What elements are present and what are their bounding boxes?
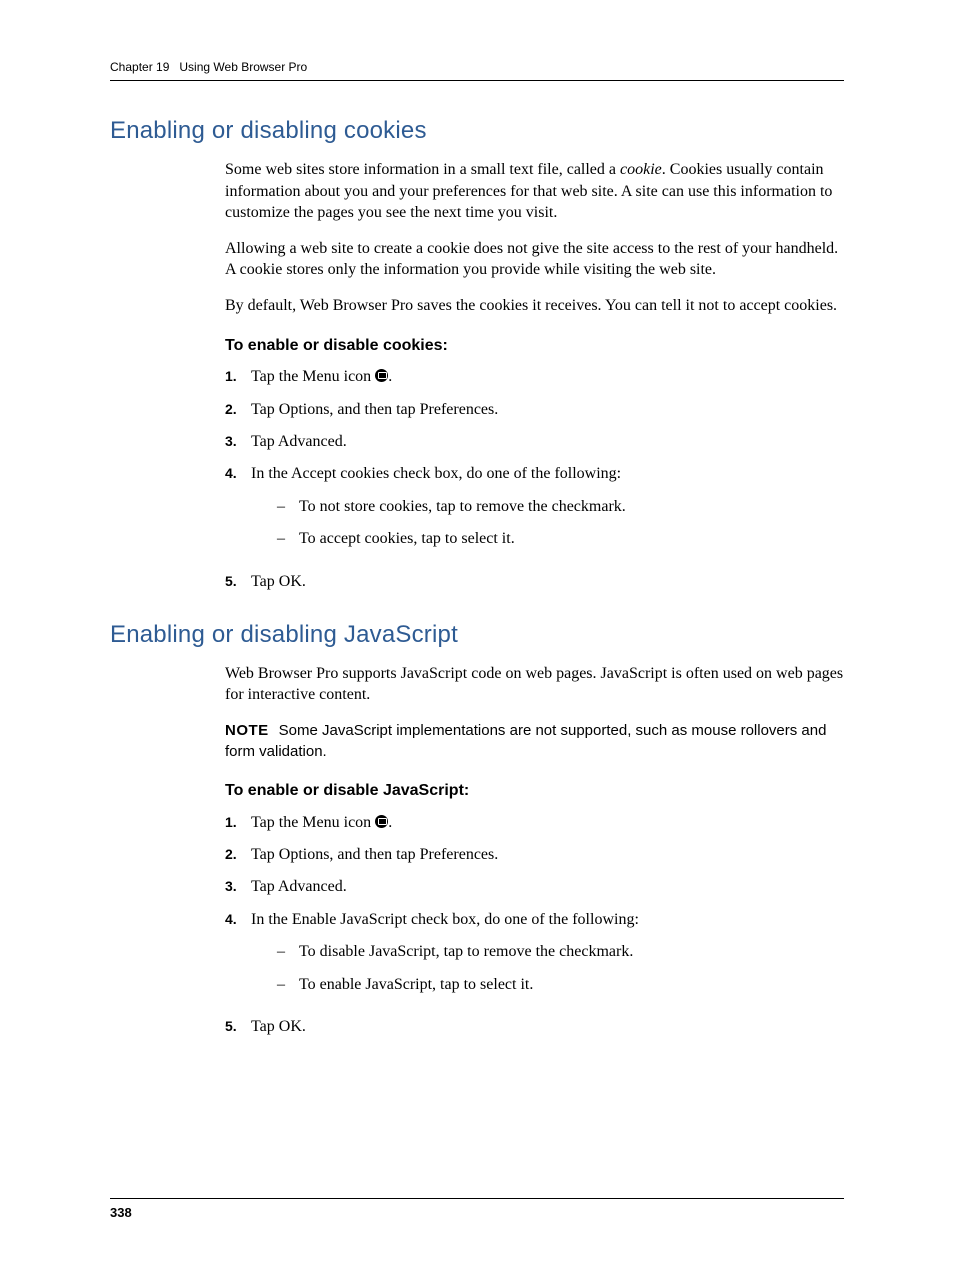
step-number: 5. xyxy=(225,571,251,593)
menu-icon xyxy=(375,369,388,382)
note-label: NOTE xyxy=(225,722,269,739)
note: NOTESome JavaScript implementations are … xyxy=(225,720,844,762)
page-footer: 338 xyxy=(110,1198,844,1220)
section-heading-cookies: Enabling or disabling cookies xyxy=(110,117,844,145)
page-number: 338 xyxy=(110,1205,132,1220)
step-number: 2. xyxy=(225,844,251,866)
step-item: 4. In the Accept cookies check box, do o… xyxy=(225,463,844,560)
procedure-heading: To enable or disable cookies: xyxy=(225,335,844,357)
dash-bullet: – xyxy=(277,941,299,963)
step-text: Tap Options, and then tap Preferences. xyxy=(251,844,498,866)
step-text: Tap OK. xyxy=(251,571,306,593)
sub-list: –To not store cookies, tap to remove the… xyxy=(277,496,626,551)
step-number: 4. xyxy=(225,463,251,560)
dash-bullet: – xyxy=(277,528,299,550)
step-text: Tap Options, and then tap Preferences. xyxy=(251,399,498,421)
steps-list: 1. Tap the Menu icon . 2. Tap Options, a… xyxy=(225,366,844,593)
sub-item: –To accept cookies, tap to select it. xyxy=(277,528,626,550)
body-block-cookies: Some web sites store information in a sm… xyxy=(225,159,844,593)
paragraph: By default, Web Browser Pro saves the co… xyxy=(225,295,844,317)
dash-bullet: – xyxy=(277,496,299,518)
step-number: 3. xyxy=(225,431,251,453)
paragraph: Some web sites store information in a sm… xyxy=(225,159,844,224)
step-number: 4. xyxy=(225,909,251,1006)
menu-icon xyxy=(375,815,388,828)
step-number: 2. xyxy=(225,399,251,421)
step-item: 2. Tap Options, and then tap Preferences… xyxy=(225,399,844,421)
chapter-title: Using Web Browser Pro xyxy=(179,60,307,74)
step-text: Tap Advanced. xyxy=(251,876,347,898)
text-run: . xyxy=(388,368,392,385)
sub-item: –To enable JavaScript, tap to select it. xyxy=(277,974,639,996)
step-number: 1. xyxy=(225,812,251,834)
section-heading-javascript: Enabling or disabling JavaScript xyxy=(110,621,844,649)
step-item: 1. Tap the Menu icon . xyxy=(225,366,844,388)
sub-list: –To disable JavaScript, tap to remove th… xyxy=(277,941,639,996)
text-run: In the Enable JavaScript check box, do o… xyxy=(251,911,639,928)
page: Chapter 19 Using Web Browser Pro Enablin… xyxy=(0,0,954,1280)
step-item: 2. Tap Options, and then tap Preferences… xyxy=(225,844,844,866)
step-item: 5. Tap OK. xyxy=(225,1016,844,1038)
step-text: In the Enable JavaScript check box, do o… xyxy=(251,909,639,1006)
text-run: Tap the Menu icon xyxy=(251,368,375,385)
note-text: Some JavaScript implementations are not … xyxy=(225,722,826,760)
sub-text: To accept cookies, tap to select it. xyxy=(299,528,515,550)
body-block-javascript: Web Browser Pro supports JavaScript code… xyxy=(225,663,844,1039)
sub-text: To enable JavaScript, tap to select it. xyxy=(299,974,533,996)
step-text: Tap Advanced. xyxy=(251,431,347,453)
sub-text: To disable JavaScript, tap to remove the… xyxy=(299,941,633,963)
italic-term-cookie: cookie xyxy=(620,161,662,178)
paragraph: Web Browser Pro supports JavaScript code… xyxy=(225,663,844,706)
step-text: Tap the Menu icon . xyxy=(251,366,392,388)
step-text: Tap the Menu icon . xyxy=(251,812,392,834)
step-item: 3. Tap Advanced. xyxy=(225,876,844,898)
step-item: 5. Tap OK. xyxy=(225,571,844,593)
step-text: In the Accept cookies check box, do one … xyxy=(251,463,626,560)
sub-item: –To disable JavaScript, tap to remove th… xyxy=(277,941,639,963)
step-item: 3. Tap Advanced. xyxy=(225,431,844,453)
step-text: Tap OK. xyxy=(251,1016,306,1038)
text-run: . xyxy=(388,814,392,831)
step-number: 1. xyxy=(225,366,251,388)
step-number: 3. xyxy=(225,876,251,898)
dash-bullet: – xyxy=(277,974,299,996)
step-item: 1. Tap the Menu icon . xyxy=(225,812,844,834)
text-run: Tap the Menu icon xyxy=(251,814,375,831)
procedure-heading: To enable or disable JavaScript: xyxy=(225,780,844,802)
running-header: Chapter 19 Using Web Browser Pro xyxy=(110,60,844,81)
sub-text: To not store cookies, tap to remove the … xyxy=(299,496,626,518)
text-run: In the Accept cookies check box, do one … xyxy=(251,465,621,482)
paragraph: Allowing a web site to create a cookie d… xyxy=(225,238,844,281)
steps-list: 1. Tap the Menu icon . 2. Tap Options, a… xyxy=(225,812,844,1039)
step-number: 5. xyxy=(225,1016,251,1038)
sub-item: –To not store cookies, tap to remove the… xyxy=(277,496,626,518)
chapter-label: Chapter 19 xyxy=(110,60,169,74)
step-item: 4. In the Enable JavaScript check box, d… xyxy=(225,909,844,1006)
text-run: Some web sites store information in a sm… xyxy=(225,161,620,178)
